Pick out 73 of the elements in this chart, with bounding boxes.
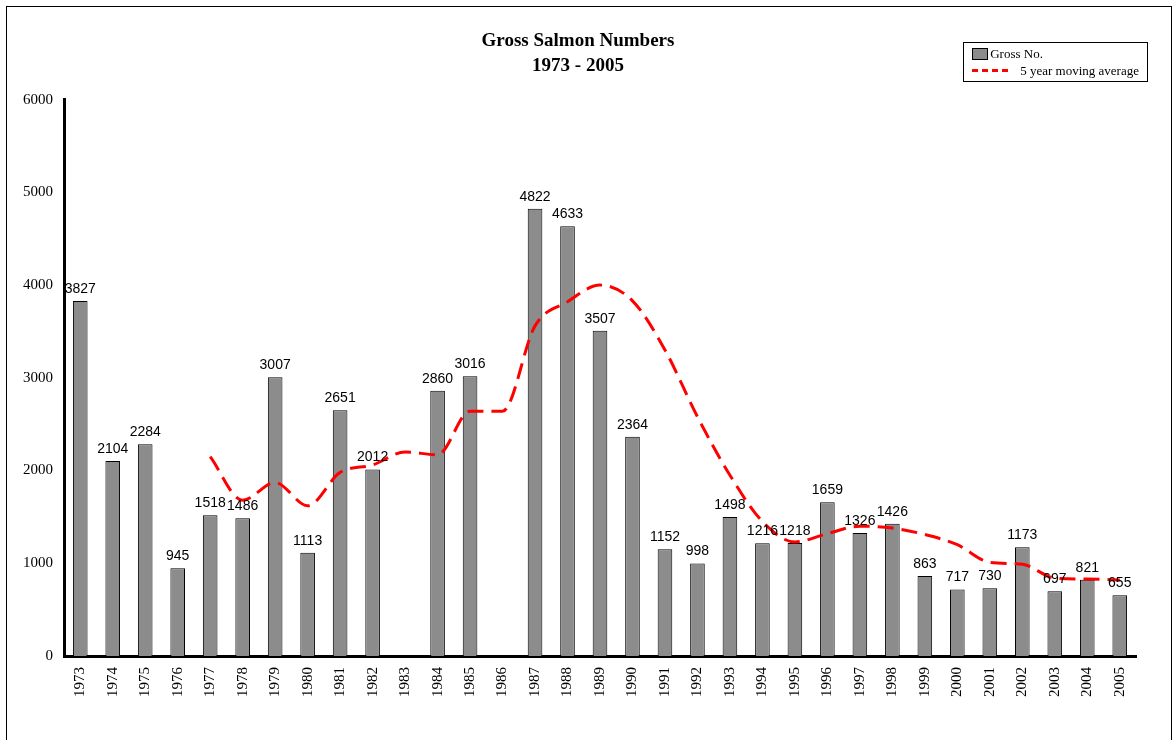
x-tick-label: 1988 xyxy=(558,667,575,697)
data-label: 717 xyxy=(945,568,970,585)
x-tick-label: 1973 xyxy=(71,667,88,697)
x-tick-label: 1993 xyxy=(720,667,737,697)
x-tick-label: 1986 xyxy=(493,666,510,697)
x-tick-label: 1997 xyxy=(850,666,867,697)
x-tick-label: 1985 xyxy=(461,667,477,697)
x-tick-label: 1996 xyxy=(818,666,835,697)
x-tick-label: 2005 xyxy=(1110,667,1127,697)
data-label: 1173 xyxy=(1007,526,1038,543)
x-tick-label: 1981 xyxy=(331,667,348,697)
data-label: 1518 xyxy=(194,494,226,511)
data-label: 2364 xyxy=(616,415,649,432)
x-tick-label: 2000 xyxy=(948,667,965,697)
y-tick-label: 4000 xyxy=(23,276,53,292)
data-label: 4822 xyxy=(519,187,551,204)
x-tick-label: 2001 xyxy=(980,667,997,697)
x-tick-label: 1975 xyxy=(136,667,153,697)
chart-title: Gross Salmon Numbers xyxy=(481,29,675,51)
x-tick-label: 1995 xyxy=(785,667,802,697)
data-label: 1486 xyxy=(227,497,259,514)
data-label: 2651 xyxy=(324,389,356,406)
x-tick-label: 1992 xyxy=(688,667,705,697)
data-label: 3016 xyxy=(454,355,486,372)
data-label: 655 xyxy=(1108,574,1132,591)
y-tick-label: 6000 xyxy=(23,90,53,107)
data-label: 945 xyxy=(166,547,190,564)
x-tick-label: 1987 xyxy=(525,666,542,697)
data-label: 1152 xyxy=(649,528,681,545)
x-tick-label: 1978 xyxy=(233,667,250,697)
data-label: 1659 xyxy=(811,481,844,498)
x-tick-label: 1984 xyxy=(428,666,445,697)
data-label: 2284 xyxy=(129,423,161,440)
data-label: 2860 xyxy=(422,369,454,386)
data-label: 3507 xyxy=(584,309,616,326)
x-tick-label: 1990 xyxy=(623,667,640,697)
y-tick-label: 5000 xyxy=(23,183,53,200)
x-tick-label: 1980 xyxy=(298,667,315,697)
y-tick-label: 2000 xyxy=(23,461,53,478)
y-tick-label: 3000 xyxy=(23,368,53,385)
legend-label: 5 year moving average xyxy=(1020,62,1139,79)
data-label: 3007 xyxy=(259,356,291,373)
data-label: 821 xyxy=(1075,558,1100,575)
x-tick-label: 1977 xyxy=(201,666,218,697)
x-tick-label: 2004 xyxy=(1078,666,1095,697)
data-label: 1426 xyxy=(876,502,909,519)
data-label: 2012 xyxy=(357,448,389,465)
x-tick-label: 1976 xyxy=(168,666,185,697)
x-tick-label: 1982 xyxy=(363,667,380,697)
x-tick-label: 1989 xyxy=(590,667,607,697)
data-label: 1113 xyxy=(293,531,323,548)
legend-label: Gross No. xyxy=(990,45,1043,62)
y-tick-label: 0 xyxy=(45,646,53,663)
data-label: 2104 xyxy=(97,439,129,456)
x-tick-label: 1998 xyxy=(883,667,900,697)
data-label: 998 xyxy=(685,542,710,559)
x-tick-label: 1999 xyxy=(915,667,932,697)
x-tick-label: 1991 xyxy=(655,667,672,697)
data-label: 1498 xyxy=(714,495,746,512)
x-tick-label: 1974 xyxy=(103,666,120,697)
x-tick-label: 2002 xyxy=(1013,667,1030,697)
chart-subtitle: 1973 - 2005 xyxy=(532,54,624,76)
x-tick-label: 1979 xyxy=(266,667,283,697)
data-label: 730 xyxy=(978,567,1002,584)
data-label: 4633 xyxy=(551,205,584,222)
x-tick-label: 1983 xyxy=(396,667,413,697)
data-label: 863 xyxy=(913,554,937,571)
y-tick-label: 1000 xyxy=(23,554,53,571)
data-label: 1326 xyxy=(844,511,876,528)
x-tick-label: 1994 xyxy=(753,666,770,697)
data-label: 3827 xyxy=(64,279,97,296)
data-label: 1218 xyxy=(779,521,811,538)
x-tick-label: 2003 xyxy=(1045,667,1062,697)
